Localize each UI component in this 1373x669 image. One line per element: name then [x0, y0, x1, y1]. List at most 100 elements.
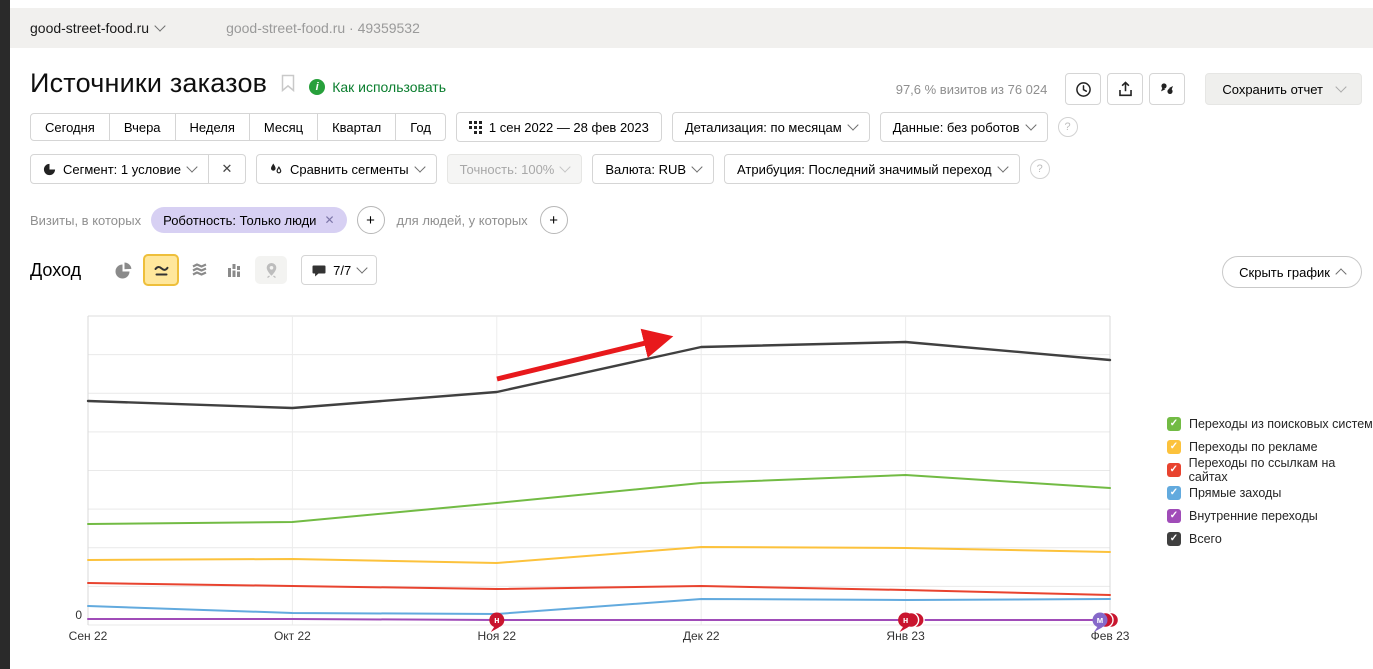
segment-label: Сегмент: 1 условие	[63, 161, 181, 177]
legend-checkbox[interactable]: ✓	[1167, 485, 1181, 500]
line-chart-icon	[154, 265, 169, 275]
legend-checkbox[interactable]: ✓	[1167, 508, 1181, 523]
period-tab-2[interactable]: Вчера	[108, 113, 176, 141]
clock-icon	[1076, 81, 1091, 97]
chevron-down-icon	[186, 161, 198, 173]
visits-summary: 97,6 % визитов из 76 024	[895, 81, 1048, 97]
history-button[interactable]	[1065, 73, 1102, 105]
x-axis-label: Сен 22	[68, 629, 108, 643]
accuracy-dropdown[interactable]: Точность: 100%	[446, 154, 583, 184]
hide-chart-button[interactable]: Скрыть график	[1222, 256, 1362, 288]
period-tab-6[interactable]: Год	[395, 113, 446, 141]
add-people-condition-button[interactable]: +	[539, 206, 568, 234]
add-visit-condition-button[interactable]: +	[356, 206, 385, 234]
legend-checkbox[interactable]: ✓	[1167, 439, 1181, 454]
chart-type-line-button[interactable]	[143, 254, 180, 286]
export-icon	[1119, 80, 1132, 96]
x-axis-label: Янв 23	[886, 629, 925, 643]
x-axis-label: Дек 22	[682, 629, 720, 643]
note-marker[interactable]: н	[898, 611, 925, 633]
legend-checkbox[interactable]: ✓	[1167, 531, 1181, 546]
notes-dropdown[interactable]: 7/7	[301, 255, 378, 285]
how-to-use-link[interactable]: i Как использовать	[309, 78, 446, 95]
segment-dropdown[interactable]: Сегмент: 1 условие	[30, 154, 209, 184]
svg-text:н: н	[903, 615, 908, 625]
detalization-dropdown[interactable]: Детализация: по месяцам	[671, 112, 870, 142]
date-range-label: 1 сен 2022 — 28 фев 2023	[488, 119, 649, 135]
chevron-down-icon	[1024, 119, 1037, 131]
robots-filter-label: Роботность: Только люди	[163, 212, 317, 228]
currency-label: Валюта: RUB	[605, 161, 687, 177]
compare-segments-dropdown[interactable]: Сравнить сегменты	[255, 154, 437, 184]
chevron-down-icon	[356, 262, 368, 274]
x-axis-label: Ноя 22	[477, 629, 517, 643]
chart-type-columns-button[interactable]	[219, 256, 251, 284]
notes-count: 7/7	[333, 262, 352, 278]
counter-label: good-street-food.ru · 49359532	[226, 20, 420, 36]
compare-segments-label: Сравнить сегменты	[289, 161, 409, 177]
y-axis-zero-tick: 0	[75, 608, 82, 622]
legend-item[interactable]: ✓ Переходы по ссылкам на сайтах	[1167, 455, 1373, 484]
x-axis-label: Окт 22	[273, 629, 311, 643]
site-selector[interactable]: good-street-food.ru	[30, 20, 166, 36]
data-mode-dropdown[interactable]: Данные: без роботов	[879, 112, 1048, 142]
chevron-down-icon	[413, 161, 426, 173]
bookmark-icon[interactable]	[281, 74, 295, 97]
period-tab-3[interactable]: Неделя	[174, 113, 250, 141]
legend-checkbox[interactable]: ✓	[1167, 462, 1181, 477]
chart-line-5	[86, 340, 1112, 410]
save-report-button[interactable]: Сохранить отчет	[1205, 73, 1362, 105]
legend-item[interactable]: ✓ Переходы из поисковых систем	[1167, 412, 1373, 435]
chart-line-4	[87, 618, 1111, 621]
period-filter-row: Сегодня Вчера Неделя Месяц Квартал Год 1 сен …	[30, 112, 1078, 142]
legend-label: Внутренние переходы	[1189, 508, 1318, 523]
robots-filter-chip[interactable]: Роботность: Только люди ✕	[151, 207, 347, 233]
note-marker[interactable]: н	[489, 612, 505, 633]
legend-item[interactable]: ✓ Всего	[1167, 527, 1373, 550]
detalization-label: Детализация: по месяцам	[684, 119, 842, 135]
legend-label: Переходы по ссылкам на сайтах	[1188, 455, 1336, 484]
legend-item[interactable]: ✓ Внутренние переходы	[1167, 504, 1373, 527]
help-icon[interactable]: ?	[1057, 117, 1078, 137]
legend-checkbox[interactable]: ✓	[1167, 416, 1181, 431]
legend-label: Всего	[1189, 531, 1222, 546]
legend-label: Прямые заходы	[1189, 485, 1282, 500]
chart-type-pie-button[interactable]	[107, 256, 139, 284]
help-icon[interactable]: ?	[1029, 159, 1050, 179]
segment-group: Сегмент: 1 условие ✕	[30, 154, 246, 184]
accuracy-label: Точность: 100%	[459, 161, 555, 177]
chart-line-3	[87, 598, 1111, 615]
note-marker[interactable]: м	[1092, 611, 1120, 633]
chevron-down-icon	[691, 161, 703, 173]
segment-clear-button[interactable]: ✕	[208, 154, 246, 184]
collapsed-sidebar[interactable]	[0, 0, 10, 669]
chart-type-map-button[interactable]	[255, 256, 288, 284]
legend-item[interactable]: ✓ Переходы по рекламе	[1167, 435, 1373, 458]
visits-prefix: Визиты, в которых	[30, 212, 142, 228]
chart-legend: ✓ Переходы из поисковых систем ✓ Переходы п…	[1167, 412, 1373, 550]
header-actions: 97,6 % визитов из 76 024 Сохранить отчет	[896, 73, 1362, 105]
comments-button[interactable]	[1149, 73, 1186, 105]
speech-bubble-icon	[312, 264, 326, 277]
date-range-button[interactable]: 1 сен 2022 — 28 фев 2023	[455, 112, 662, 142]
x-axis-label: Фев 23	[1090, 629, 1130, 643]
export-button[interactable]	[1107, 73, 1144, 105]
chevron-down-icon	[559, 161, 572, 173]
attribution-dropdown[interactable]: Атрибуция: Последний значимый переход	[724, 154, 1020, 184]
currency-dropdown[interactable]: Валюта: RUB	[592, 154, 715, 184]
segment-pie-icon	[43, 163, 56, 176]
period-tab-4[interactable]: Месяц	[248, 113, 319, 141]
legend-item[interactable]: ✓ Прямые заходы	[1167, 481, 1373, 504]
legend-label: Переходы из поисковых систем	[1189, 416, 1373, 431]
save-report-label: Сохранить отчет	[1222, 81, 1323, 97]
calendar-grid-icon	[468, 120, 482, 134]
title-row: Источники заказов i Как использовать	[30, 68, 446, 99]
chevron-down-icon	[1335, 81, 1347, 93]
period-tab-5[interactable]: Квартал	[317, 113, 397, 141]
chart-type-stacked-button[interactable]	[183, 256, 215, 284]
trend-arrow-annotation	[496, 328, 674, 382]
period-tab-1[interactable]: Сегодня	[30, 113, 110, 141]
attribution-label: Атрибуция: Последний значимый переход	[737, 161, 992, 177]
chip-close-icon[interactable]: ✕	[324, 213, 335, 227]
